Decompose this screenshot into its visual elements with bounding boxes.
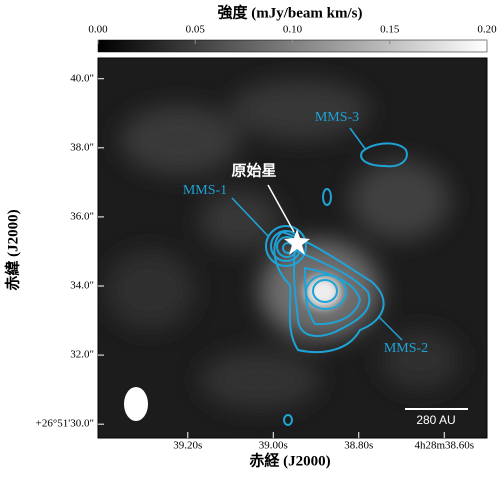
annotation: MMS-2 [384,341,428,356]
colorbar-label: 強度 (mJy/beam km/s) [218,3,363,21]
colorbar-tick-label: 0.00 [88,24,108,36]
colorbar-tick-label: 0.10 [283,24,303,36]
annotation: MMS-3 [315,110,359,125]
colorbar-tick-label: 0.15 [380,24,400,36]
colorbar-tick-label: 0.20 [477,24,497,36]
y-tick-label: 34.0" [70,280,94,292]
y-axis-label: 赤緯 (J2000) [3,209,21,290]
x-tick-label: 4h28m38.60s [414,440,474,452]
colorbar-tick-label: 0.05 [186,24,206,36]
chart: 強度 (mJy/beam km/s) 原始星 MMS-1 [0,0,500,472]
x-tick-label: 38.80s [344,440,373,452]
annotation: MMS-1 [183,183,227,198]
y-tick-label: 32.0" [70,349,94,361]
annotation: 原始星 [231,161,276,179]
y-tick-label: 38.0" [70,141,94,153]
y-tick-label: 36.0" [70,210,94,222]
beam [124,387,148,421]
scale-label: 280 AU [416,413,455,427]
x-tick-label: 39.20s [173,440,202,452]
y-tick-label: 40.0" [70,72,94,84]
y-tick-label: +26°51'30.0" [36,418,94,430]
x-tick-label: 39.00s [259,440,288,452]
x-axis-label: 赤経 (J2000) [249,451,330,469]
